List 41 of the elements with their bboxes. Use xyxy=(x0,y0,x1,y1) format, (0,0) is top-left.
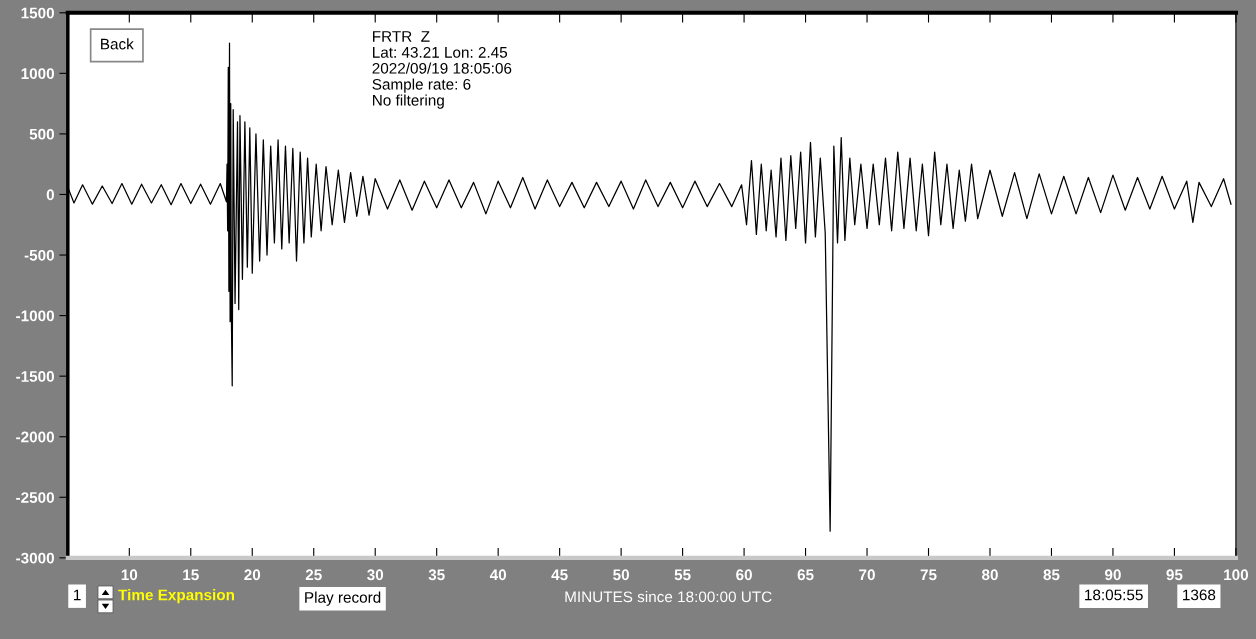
y-tick-label: -2000 xyxy=(16,431,55,443)
x-tick-label: 35 xyxy=(428,569,445,581)
y-tick-label: -1000 xyxy=(16,310,55,322)
x-tick-label: 95 xyxy=(1166,569,1183,581)
x-tick-label: 90 xyxy=(1104,569,1121,581)
text: Time Expansion xyxy=(118,589,235,604)
annotation: Lat: 43.21 Lon: 2.45 xyxy=(373,46,508,58)
x-tick-label: 30 xyxy=(367,569,384,581)
x-tick-label: 80 xyxy=(981,569,998,581)
y-tick-label: 0 xyxy=(46,189,54,201)
x-tick-label: 45 xyxy=(551,569,568,581)
text: Play record xyxy=(305,591,381,606)
y-tick-label: -500 xyxy=(24,249,55,261)
y-tick-label: -2500 xyxy=(16,492,55,503)
x-tick-label: 20 xyxy=(244,569,261,581)
y-tick-label: 1500 xyxy=(21,7,55,19)
annotation: 2022/09/19 18:05:06 xyxy=(372,62,512,74)
y-tick-label: -3000 xyxy=(16,552,55,564)
y-tick-label: 1000 xyxy=(21,68,55,80)
x-tick-label: 10 xyxy=(121,569,138,581)
text: 1 xyxy=(74,589,81,601)
y-tick-label: 500 xyxy=(29,128,55,140)
x-tick-label: 40 xyxy=(489,569,507,581)
x-tick-label: 75 xyxy=(920,569,937,581)
x-tick-label: 60 xyxy=(736,569,752,581)
annotation: Sample rate: 6 xyxy=(372,78,471,93)
x-tick-label: 15 xyxy=(183,569,199,581)
x-axis-title: MINUTES since 18:00:00 UTC xyxy=(565,590,772,603)
x-tick-label: 65 xyxy=(797,569,814,581)
text: 18:05:55 xyxy=(1085,589,1143,601)
x-tick-label: 70 xyxy=(859,569,875,581)
annotation: Back xyxy=(101,38,134,50)
x-tick-label: 50 xyxy=(613,569,629,581)
x-tick-label: 25 xyxy=(305,569,322,581)
x-tick-label: 55 xyxy=(674,569,691,581)
x-tick-label: 85 xyxy=(1043,569,1060,581)
text: 1368 xyxy=(1183,589,1216,601)
x-tick-label: 100 xyxy=(1224,569,1249,581)
y-tick-label: -1500 xyxy=(16,371,55,382)
annotation: FRTR Z xyxy=(373,31,430,42)
annotation: No filtering xyxy=(373,94,444,109)
